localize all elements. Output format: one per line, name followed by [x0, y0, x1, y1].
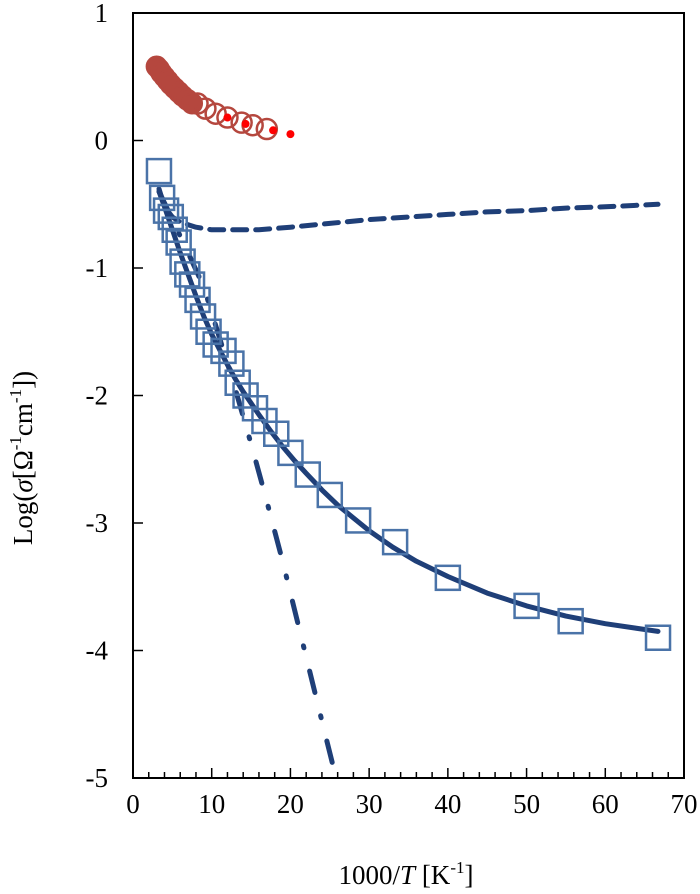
x-tick-label: 60: [592, 789, 619, 819]
y-tick-label: -1: [86, 253, 109, 283]
square-point: [178, 271, 206, 298]
open-circle-point: [194, 97, 217, 120]
square-point: [174, 261, 201, 288]
square-point: [344, 507, 372, 534]
fit-lines: [156, 186, 661, 781]
x-tick-label: 30: [356, 789, 383, 819]
dot-point: [241, 119, 250, 128]
y-tick-label: -4: [86, 636, 109, 666]
square-point: [294, 461, 321, 488]
square-point: [513, 592, 540, 620]
open-circle-point: [216, 106, 239, 129]
square-point: [277, 439, 304, 467]
square-point: [263, 420, 290, 447]
y-tick-label: 0: [95, 126, 109, 156]
open-circle-point: [230, 111, 253, 134]
x-tick-label: 20: [277, 789, 304, 819]
series-dashed-line: [156, 189, 661, 233]
dot-point: [286, 130, 295, 139]
square-point: [316, 481, 344, 509]
dot-point: [223, 113, 232, 122]
open-circle-point: [204, 102, 227, 125]
square-point: [434, 564, 462, 592]
axes: [132, 12, 685, 779]
y-tick-label: 1: [95, 0, 109, 28]
square-point: [381, 528, 409, 556]
y-axis-title: Log(σ[Ω-1cm-1]): [6, 371, 38, 545]
filled-circle-point: [181, 92, 204, 115]
x-tick-label: 40: [434, 789, 461, 819]
square-point: [189, 303, 217, 330]
x-tick-label: 70: [671, 789, 698, 819]
square-point: [184, 286, 211, 314]
square-point: [145, 157, 173, 185]
square-point: [557, 607, 584, 635]
square-point: [218, 350, 245, 377]
x-tick-label: 50: [513, 789, 540, 819]
square-point: [152, 197, 180, 224]
x-tick-label: 0: [126, 789, 140, 819]
y-tick-label: -3: [86, 508, 109, 538]
square-point: [165, 229, 192, 256]
series-dash-dot-line: [156, 189, 339, 781]
plot-frame: [132, 12, 685, 779]
series-solid-line: [156, 186, 661, 634]
x-tick-label: 10: [198, 789, 225, 819]
y-tick-label: -5: [86, 763, 109, 793]
dot-point: [269, 126, 278, 135]
data-points: [145, 55, 672, 651]
x-axis-title: 1000/T [K-1]: [339, 858, 474, 890]
square-point: [644, 624, 672, 651]
square-point: [202, 331, 229, 358]
y-tick-label: -2: [86, 381, 109, 411]
